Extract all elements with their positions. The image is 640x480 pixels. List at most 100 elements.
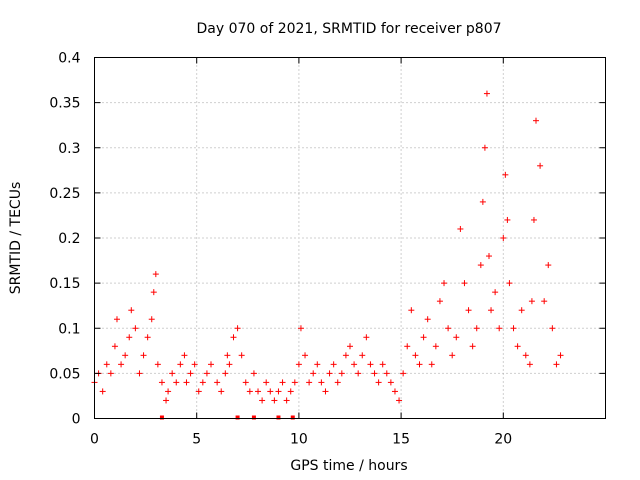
data-point — [367, 361, 374, 368]
data-point — [322, 388, 329, 395]
data-point — [469, 343, 476, 350]
data-point — [371, 370, 378, 377]
data-point — [208, 361, 215, 368]
data-point — [522, 352, 529, 359]
data-point — [449, 352, 456, 359]
y-axis-tick-labels: 0 0.05 0.1 0.15 0.2 0.25 0.3 0.35 0.4 — [49, 51, 80, 428]
data-point — [461, 280, 468, 287]
data-point — [122, 352, 129, 359]
baseline-marker — [235, 415, 240, 420]
data-point — [530, 216, 537, 223]
x-axis-label: GPS time / hours — [290, 458, 407, 474]
data-point — [396, 397, 403, 404]
data-point — [295, 361, 302, 368]
data-point — [103, 361, 110, 368]
data-point — [306, 379, 313, 386]
data-point — [326, 370, 333, 377]
data-point — [310, 370, 317, 377]
data-point — [436, 298, 443, 305]
data-point — [465, 307, 472, 314]
data-point — [506, 280, 513, 287]
data-point — [553, 361, 560, 368]
data-point — [504, 216, 511, 223]
data-point — [533, 117, 540, 124]
data-point — [473, 325, 480, 332]
data-point — [502, 171, 509, 178]
data-point — [441, 280, 448, 287]
data-point — [222, 370, 229, 377]
data-point — [126, 334, 133, 341]
data-point — [267, 388, 274, 395]
data-point — [187, 370, 194, 377]
data-point — [412, 352, 419, 359]
data-point — [230, 334, 237, 341]
data-point — [355, 370, 362, 377]
data-point — [218, 388, 225, 395]
data-point — [255, 388, 262, 395]
data-point — [291, 379, 298, 386]
data-point — [140, 352, 147, 359]
data-point — [408, 307, 415, 314]
y-tick-label: 0.2 — [58, 231, 80, 247]
baseline-marker — [276, 415, 281, 420]
x-tick-label: 15 — [392, 432, 410, 448]
x-tick-label: 20 — [494, 432, 512, 448]
y-tick-label: 0.25 — [49, 186, 80, 202]
data-point — [242, 379, 249, 386]
data-point — [224, 352, 231, 359]
x-axis-tick-labels: 0 5 10 15 20 — [90, 432, 512, 448]
data-point — [191, 361, 198, 368]
data-point — [557, 352, 564, 359]
axis-ticks — [94, 57, 606, 419]
y-tick-label: 0 — [72, 412, 81, 428]
data-point — [275, 388, 282, 395]
data-point — [528, 298, 535, 305]
data-point — [181, 352, 188, 359]
data-point — [165, 388, 172, 395]
data-point — [173, 379, 180, 386]
data-point — [420, 334, 427, 341]
x-tick-label: 5 — [192, 432, 201, 448]
data-point — [238, 352, 245, 359]
data-point — [183, 379, 190, 386]
data-point — [263, 379, 270, 386]
data-point — [334, 379, 341, 386]
y-tick-label: 0.15 — [49, 276, 80, 292]
data-point — [477, 262, 484, 269]
data-point — [363, 334, 370, 341]
data-point — [510, 325, 517, 332]
data-point — [514, 343, 521, 350]
data-point — [488, 307, 495, 314]
x-tick-label: 0 — [90, 432, 99, 448]
data-point — [226, 361, 233, 368]
data-point — [375, 379, 382, 386]
y-axis-label: SRMTID / TECUs — [8, 182, 24, 295]
data-point — [111, 343, 118, 350]
y-tick-label: 0.4 — [58, 51, 80, 67]
data-point — [107, 370, 114, 377]
data-point — [271, 397, 278, 404]
data-point — [541, 298, 548, 305]
data-point — [379, 361, 386, 368]
data-point — [158, 379, 165, 386]
data-point — [351, 361, 358, 368]
data-point — [297, 325, 304, 332]
data-point — [150, 289, 157, 296]
data-point — [338, 370, 345, 377]
data-point — [391, 388, 398, 395]
data-point — [163, 397, 170, 404]
data-point — [287, 388, 294, 395]
data-point — [496, 325, 503, 332]
data-point — [485, 253, 492, 260]
y-tick-label: 0.35 — [49, 96, 80, 112]
y-tick-label: 0.3 — [58, 141, 80, 157]
data-point — [359, 352, 366, 359]
data-point — [330, 361, 337, 368]
data-point — [99, 388, 106, 395]
chart-title: Day 070 of 2021, SRMTID for receiver p80… — [196, 21, 501, 37]
data-point — [246, 388, 253, 395]
data-point — [136, 370, 143, 377]
data-point — [259, 397, 266, 404]
data-point — [195, 388, 202, 395]
